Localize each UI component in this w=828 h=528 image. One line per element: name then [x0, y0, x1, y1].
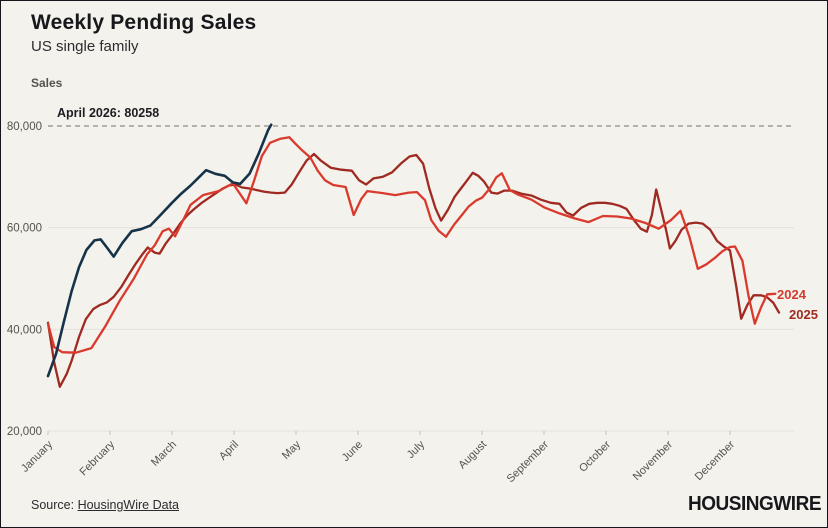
series-label-2025: 2025 — [789, 307, 818, 322]
series-line-2026 — [46, 123, 273, 378]
source-link[interactable]: HousingWire Data — [77, 498, 179, 512]
x-tick-label-January: January — [19, 438, 56, 475]
x-tick-label-October: October — [577, 438, 613, 474]
chart-subtitle: US single family — [31, 38, 139, 55]
x-tick-label-September: September — [505, 438, 552, 485]
y-tick-label-60000: 60,000 — [7, 223, 42, 235]
x-tick-label-June: June — [340, 439, 365, 464]
line-chart-plot: 20,000 40,000 60,000 80,000 January February M… — [7, 121, 794, 485]
y-tick-label-80000: 80,000 — [7, 121, 42, 133]
x-tick-label-May: May — [280, 438, 304, 462]
x-tick-label-December: December — [693, 438, 738, 483]
source-line: Source: HousingWire Data — [31, 498, 179, 512]
x-tick-label-April: April — [217, 439, 241, 463]
series-line-2025 — [46, 152, 781, 388]
chart-title: Weekly Pending Sales — [31, 11, 257, 34]
reference-annotation: April 2026: 80258 — [57, 106, 160, 120]
y-axis-title: Sales — [31, 76, 63, 90]
y-tick-label-20000: 20,000 — [7, 426, 42, 438]
source-prefix: Source: — [31, 498, 78, 512]
x-tick-label-March: March — [149, 439, 179, 469]
series-label-2024: 2024 — [777, 287, 806, 302]
x-tick-label-November: November — [631, 438, 676, 483]
series-line-2024 — [46, 136, 777, 354]
x-tick-label-February: February — [78, 438, 118, 478]
x-tick-label-August: August — [456, 439, 489, 472]
housingwire-logo: HOUSINGWIRE — [687, 493, 822, 515]
y-tick-label-40000: 40,000 — [7, 324, 42, 336]
x-tick-label-July: July — [405, 438, 428, 461]
